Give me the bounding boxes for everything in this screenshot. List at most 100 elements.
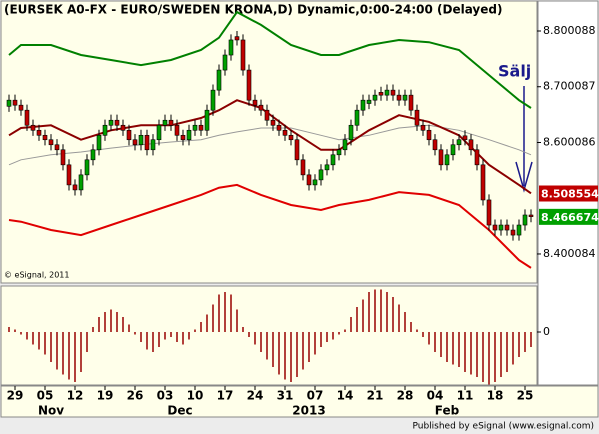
x-tick-label: 07 <box>307 389 324 403</box>
candle-body <box>468 139 474 151</box>
candle-body <box>330 154 336 166</box>
candle-body <box>354 109 360 126</box>
price-marker-label: 8.466674 <box>541 211 599 224</box>
candle-body <box>474 149 480 166</box>
candle-body <box>24 109 30 126</box>
month-label: Nov <box>38 404 64 418</box>
month-label: 2013 <box>292 404 325 418</box>
candle-body <box>300 159 306 176</box>
candle-body <box>480 164 486 201</box>
x-tick-label: 14 <box>337 389 354 403</box>
candle-body <box>432 139 438 151</box>
candle-body <box>396 94 402 101</box>
candle-body <box>102 124 108 136</box>
candle-body <box>264 109 270 121</box>
x-tick-label: 11 <box>457 389 474 403</box>
candle-body <box>414 109 420 126</box>
candle-body <box>246 69 252 101</box>
candle-body <box>108 119 114 126</box>
candle-body <box>360 99 366 111</box>
candle-body <box>48 139 54 146</box>
candle-body <box>294 139 300 161</box>
candle-body <box>384 89 390 96</box>
annotation: Sälj <box>498 62 531 81</box>
candle-body <box>378 92 384 96</box>
candle-body <box>210 89 216 111</box>
candle-body <box>348 124 354 141</box>
candle-body <box>18 104 24 111</box>
candle-body <box>252 99 258 106</box>
price-marker-label: 8.508554 <box>541 188 599 201</box>
candle-body <box>276 124 282 131</box>
candle-body <box>150 139 156 151</box>
date-axis <box>0 385 599 418</box>
candle-body <box>498 224 504 231</box>
candle-body <box>60 149 66 166</box>
candle-body <box>408 94 414 111</box>
candle-body <box>90 149 96 161</box>
candle-body <box>462 135 468 141</box>
x-tick-label: 26 <box>127 389 144 403</box>
candle-body <box>510 229 516 236</box>
candle-body <box>162 119 168 126</box>
x-tick-label: 25 <box>517 389 534 403</box>
candle-body <box>72 184 78 191</box>
candle-body <box>324 164 330 171</box>
price-marker <box>539 185 598 202</box>
x-tick-label: 29 <box>7 389 24 403</box>
candle-body <box>126 129 132 141</box>
candle-body <box>198 124 204 131</box>
x-tick-label: 28 <box>397 389 414 403</box>
y-tick-label: 0 <box>543 325 550 338</box>
candle-body <box>240 39 246 71</box>
candle-body <box>450 144 456 156</box>
candle-body <box>78 174 84 191</box>
month-label: Dec <box>167 404 192 418</box>
x-tick-label: 19 <box>97 389 114 403</box>
price-panel <box>0 0 538 284</box>
candle-body <box>132 139 138 146</box>
candle-body <box>318 169 324 181</box>
candle-body <box>192 124 198 131</box>
x-tick-label: 17 <box>217 389 234 403</box>
y-tick-label: 8.600086 <box>543 135 596 148</box>
footer: Published by eSignal (www.esignal.com) <box>412 422 594 432</box>
candle-body <box>306 174 312 186</box>
copyright: © eSignal, 2011 <box>4 271 69 280</box>
candle-body <box>6 99 12 107</box>
candle-body <box>420 124 426 131</box>
candle-body <box>438 149 444 166</box>
candle-body <box>516 224 522 236</box>
candle-body <box>228 39 234 56</box>
candle-body <box>288 134 294 141</box>
candle-body <box>168 119 174 126</box>
x-tick-label: 04 <box>427 389 444 403</box>
candle-body <box>186 129 192 141</box>
candle-body <box>234 36 240 41</box>
band-line <box>8 183 532 269</box>
candle-body <box>156 124 162 141</box>
x-tick-label: 18 <box>487 389 504 403</box>
candle-body <box>204 109 210 131</box>
x-tick-label: 12 <box>67 389 84 403</box>
candle-body <box>36 129 42 136</box>
candle-body <box>372 94 378 101</box>
candle-body <box>486 199 492 226</box>
candle-body <box>426 129 432 141</box>
candle-body <box>312 179 318 186</box>
candle-body <box>180 134 186 141</box>
y-tick-label: 8.700087 <box>543 80 596 93</box>
candle-body <box>222 54 228 71</box>
candle-body <box>504 224 510 231</box>
candle-body <box>258 104 264 111</box>
candle-body <box>390 89 396 96</box>
candle-body <box>138 134 144 146</box>
x-tick-label: 05 <box>37 389 54 403</box>
month-label: Feb <box>435 404 460 418</box>
price-marker <box>539 208 598 225</box>
candle-body <box>114 119 120 126</box>
candle-body <box>30 124 36 131</box>
candle-body <box>528 214 534 217</box>
candle-body <box>342 139 348 151</box>
y-tick-label: 8.400084 <box>543 247 596 260</box>
